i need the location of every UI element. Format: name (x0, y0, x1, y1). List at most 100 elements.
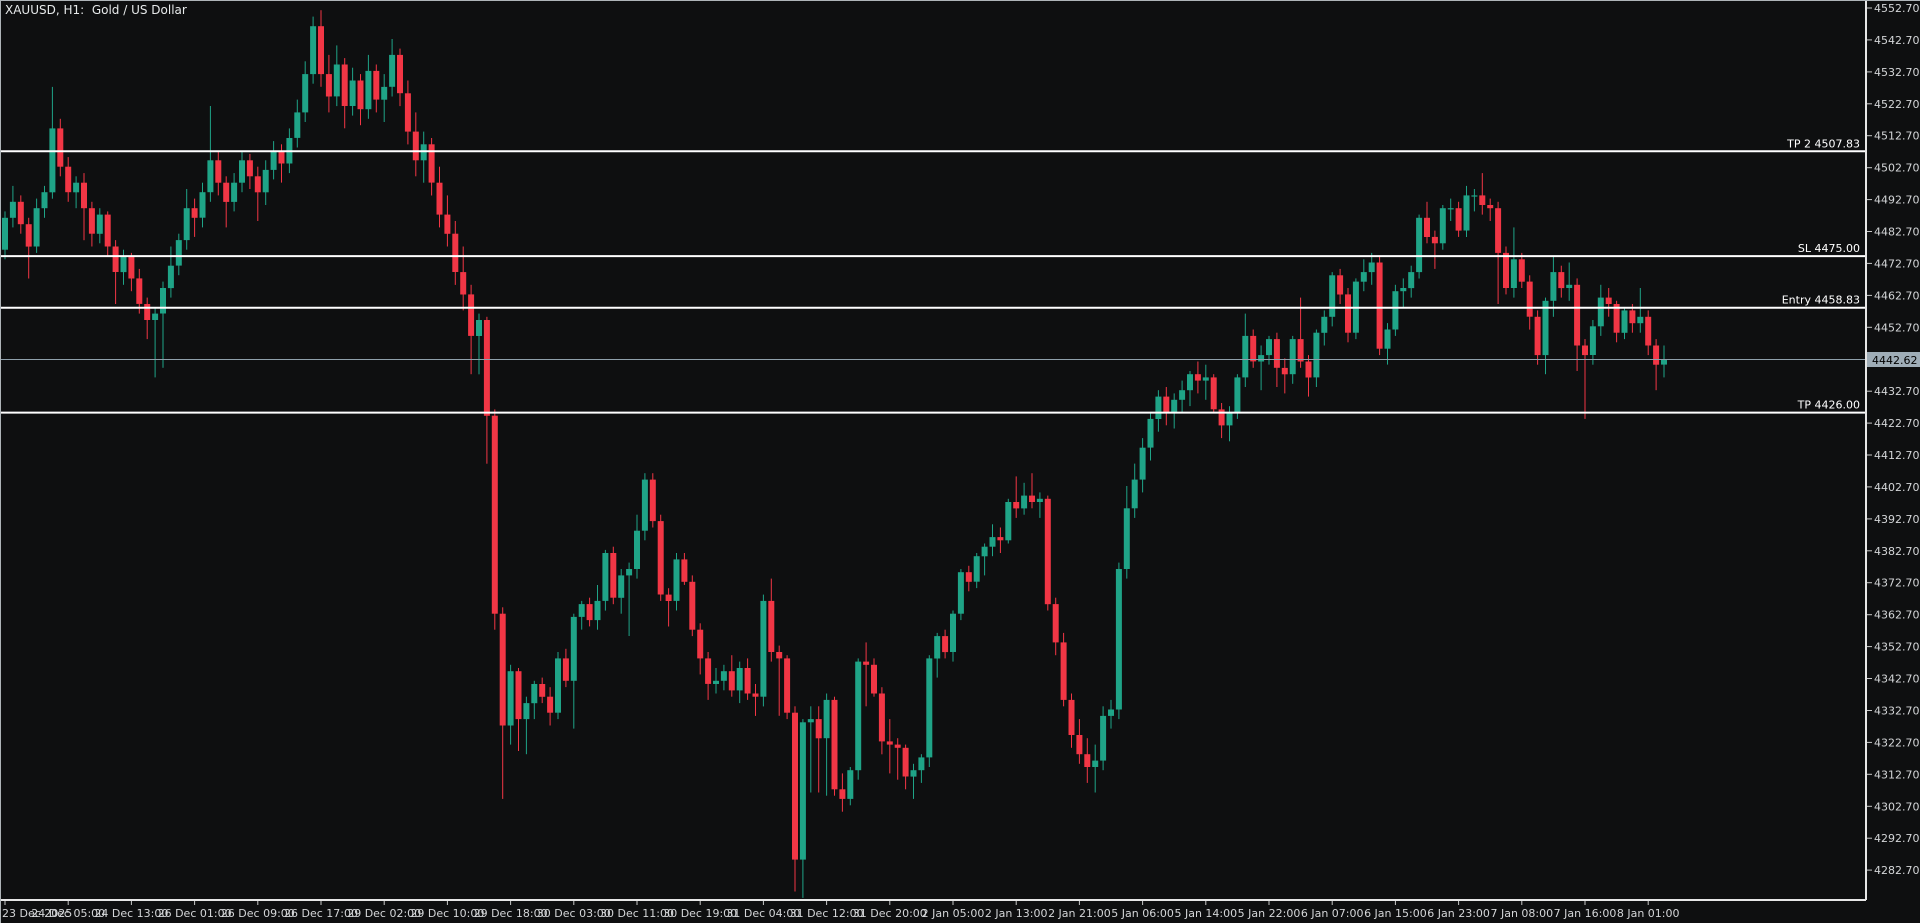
candle (1479, 173, 1486, 215)
price-tick-label: 4402.70 (1874, 481, 1920, 494)
candle-body (1503, 252, 1509, 288)
candle (1487, 198, 1494, 221)
candle (665, 588, 672, 627)
candle (365, 54, 372, 119)
candle (33, 198, 40, 253)
candle-body (1321, 316, 1328, 333)
time-axis-label: 7 Jan 16:00 (1554, 907, 1617, 920)
candle-body (1155, 396, 1162, 419)
candle (104, 211, 111, 257)
candle-body (183, 208, 190, 241)
candle-body (1194, 374, 1201, 381)
candle-body (1242, 335, 1249, 378)
candle (1384, 323, 1391, 365)
candle (1582, 339, 1588, 419)
candle (815, 706, 822, 793)
candle (278, 144, 285, 183)
candle-body (1297, 339, 1304, 362)
candle (1250, 329, 1257, 368)
candle-body (381, 86, 388, 100)
candle-body (175, 240, 182, 266)
candle (1566, 262, 1573, 301)
candle (81, 173, 87, 241)
candle-body (1076, 735, 1083, 755)
candle-body (1368, 262, 1375, 273)
candle-body (752, 693, 759, 697)
candle-body (768, 600, 775, 652)
candle (1187, 371, 1193, 407)
candle (152, 307, 159, 378)
candle (136, 268, 143, 314)
candle (902, 744, 909, 790)
candle-body (673, 559, 680, 601)
candle-body (578, 604, 585, 617)
candle-body (25, 224, 32, 247)
candle (760, 594, 767, 707)
candle-body (1360, 272, 1367, 282)
price-tick-label: 4432.70 (1874, 385, 1920, 398)
price-tick-label: 4492.70 (1874, 194, 1920, 207)
candle-body (1574, 284, 1581, 346)
candle-body (555, 658, 561, 713)
candle-body (1510, 259, 1517, 288)
candle (586, 597, 593, 627)
candle (1408, 265, 1415, 298)
candle-wick (1450, 198, 1452, 221)
candle (1044, 495, 1051, 611)
candle-body (389, 54, 396, 87)
candle-body (586, 604, 593, 621)
candle (768, 578, 775, 662)
candle-body (1479, 195, 1486, 205)
candle-body (1234, 377, 1241, 413)
candle-body (333, 64, 340, 97)
time-axis-label: 5 Jan 22:00 (1238, 907, 1301, 920)
candle-body (776, 652, 783, 659)
candle (1226, 406, 1233, 442)
candle-body (1013, 502, 1020, 509)
candle-body (562, 658, 569, 681)
candle (389, 39, 396, 97)
candle-body (144, 304, 151, 320)
candle (973, 553, 980, 589)
candle (1653, 339, 1660, 391)
candle-body (902, 747, 909, 777)
candle (1115, 562, 1122, 720)
time-axis-label: 26 Dec 17:00 (284, 907, 358, 920)
candle-body (1526, 281, 1533, 317)
candles-layer (2, 10, 1667, 898)
candle-body (807, 719, 814, 723)
price-tick-label: 4352.70 (1874, 641, 1920, 654)
candle-body (215, 160, 222, 183)
candle-body (9, 201, 16, 218)
candle (262, 160, 269, 205)
candle-body (460, 272, 467, 295)
candle-body (167, 265, 174, 289)
time-axis-label: 2 Jan 21:00 (1048, 907, 1111, 920)
candle (1510, 227, 1517, 298)
candle-body (1589, 326, 1596, 355)
price-axis[interactable]: 4552.70 4542.70 4532.70 4522.70 4512.70 4502.… (1867, 2, 1920, 877)
candle (871, 658, 877, 697)
candle (657, 514, 664, 601)
candle-body (855, 661, 862, 771)
candle (499, 607, 506, 799)
current-price-badge: 4442.62 (1867, 352, 1920, 367)
time-axis-label: 31 Dec 04:00 (726, 907, 800, 920)
candle (254, 166, 261, 221)
candle (1503, 246, 1509, 295)
price-tick-label: 4382.70 (1874, 545, 1920, 558)
candle (1234, 374, 1241, 419)
candle-wick (1402, 278, 1404, 308)
candle-wick (628, 562, 630, 636)
candle-body (1400, 288, 1407, 292)
candle-body (452, 233, 459, 272)
candle-body (262, 169, 269, 193)
candle-body (1060, 642, 1067, 700)
candle (1005, 498, 1012, 544)
candle-body (231, 182, 238, 202)
candle (381, 74, 388, 122)
time-axis-label: 29 Dec 10:00 (410, 907, 484, 920)
candle-body (760, 600, 767, 697)
